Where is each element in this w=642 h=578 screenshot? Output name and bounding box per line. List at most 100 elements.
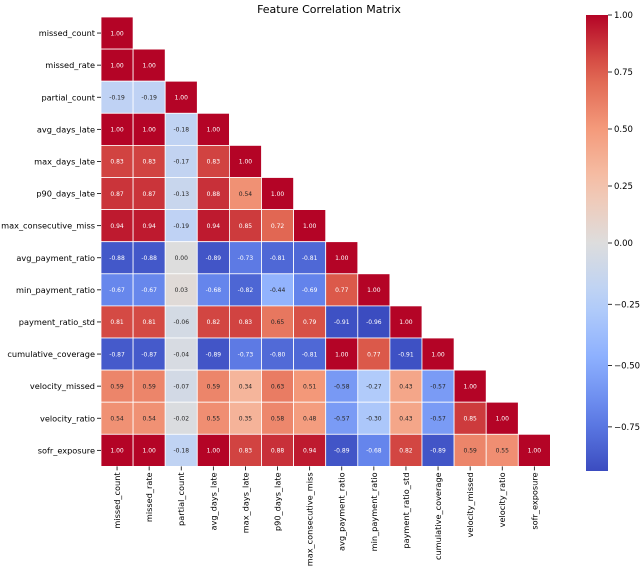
x-tick-label: max_consecutive_miss [305,472,315,566]
heatmap-cell [132,209,166,243]
x-tick-label: avg_payment_ratio [337,472,347,551]
cell-value-label: 1.00 [431,351,445,358]
cell-value-label: 0.58 [271,415,285,422]
heatmap-cell [100,273,134,307]
colorbar-tick-label: 0.50 [614,125,633,135]
cell-value-label: 1.00 [303,223,317,230]
heatmap-cell [421,369,455,403]
heatmap-cell [261,305,294,339]
cell-value-label: 1.00 [496,415,510,422]
cell-value-label: 0.83 [239,448,253,455]
y-tick-label: avg_payment_ratio [16,253,95,263]
cell-value-label: -0.58 [334,383,350,390]
cell-value-label: -0.82 [238,287,254,294]
cell-value-label: -0.02 [173,415,189,422]
cell-value-label: 0.82 [399,448,413,455]
heatmap-cell [132,112,166,146]
y-tick-labels: missed_count missed_rate partial_count avg_… [1,28,101,455]
cell-value-label: 0.81 [142,319,156,326]
colorbar-tick-label: 0.25 [614,182,633,192]
cell-value-label: -0.87 [141,351,157,358]
y-tick-label: max_consecutive_miss [1,221,95,231]
heatmap-cell [293,401,327,435]
cell-value-label: -0.69 [302,287,318,294]
heatmap-cell [357,369,391,403]
cell-value-label: 0.83 [142,159,156,166]
heatmap-cell [261,177,294,210]
heatmap-cell [453,369,487,403]
cell-value-label: -0.89 [206,255,222,262]
heatmap-cell [164,305,198,339]
cell-value-label: 0.88 [271,448,285,455]
heatmap-cell [164,369,198,403]
cell-value-label: -0.13 [173,191,189,198]
cell-value-label: 0.85 [463,415,477,422]
cell-value-label: -0.30 [366,415,382,422]
cell-value-label: -0.73 [238,351,254,358]
cell-value-label: 1.00 [239,159,253,166]
y-tick-label: missed_rate [45,60,95,70]
cell-value-label: -0.67 [141,287,157,294]
cell-value-label: -0.18 [173,127,189,134]
x-tick-label: payment_ratio_std [401,472,411,548]
heatmap-cell [325,305,359,339]
heatmap-cell [196,401,230,435]
cell-value-label: 1.00 [335,351,349,358]
cell-value-label: 0.59 [142,383,156,390]
cell-value-label: 1.00 [207,127,221,134]
x-tick-label: min_payment_ratio [369,472,379,551]
y-tick-label: p90_days_late [36,189,95,199]
heatmap-cell [453,433,487,467]
cell-value-label: 0.79 [303,319,317,326]
x-tick-label: max_days_late [240,472,250,533]
heatmap-cell [100,209,134,243]
cell-value-label: 1.00 [142,448,156,455]
cell-value-label: 0.77 [335,287,349,294]
heatmap-cell [228,401,262,435]
cell-value-label: 0.87 [110,191,124,198]
cell-value-label: -0.17 [173,159,189,166]
cell-value-label: 0.87 [142,191,156,198]
heatmap-cell [325,241,359,275]
heatmap-cell [228,177,262,210]
cell-value-label: 0.94 [142,223,156,230]
cell-value-label: -0.88 [109,255,125,262]
cell-value-label: -0.68 [366,448,382,455]
cell-value-label: 0.83 [239,319,253,326]
heatmap-cell [421,401,455,435]
heatmap-cells: 1.00 1.00 1.00 -0.19 -0.19 1.00 1.00 1.00 -0.18 1… [100,16,551,467]
heatmap-cell [357,433,391,467]
x-tick-label: cumulative_coverage [433,472,443,560]
cell-value-label: 0.03 [175,287,189,294]
x-tick-label: p90_days_late [273,472,283,531]
cell-value-label: 0.81 [110,319,124,326]
y-tick-label: max_days_late [34,156,95,166]
cell-value-label: 0.54 [239,191,253,198]
cell-value-label: 0.82 [207,319,221,326]
cell-value-label: -0.89 [430,448,446,455]
cell-value-label: -0.89 [206,351,222,358]
cell-value-label: 0.55 [207,415,221,422]
cell-value-label: 0.77 [367,351,381,358]
cell-value-label: 1.00 [463,383,477,390]
colorbar: 1.00 0.75 0.50 0.25 0.00 −0.25 −0.50 −0.75 [586,11,640,471]
heatmap-cell [485,433,519,467]
heatmap-cell [228,433,262,467]
heatmap-cell [196,177,230,210]
cell-value-label: 0.35 [239,415,253,422]
cell-value-label: -0.91 [398,351,414,358]
cell-value-label: -0.80 [270,351,286,358]
heatmap-cell [100,305,134,339]
x-tick-label: velocity_missed [465,472,475,537]
colorbar-gradient [586,15,608,471]
cell-value-label: -0.81 [270,255,286,262]
x-tick-label: avg_days_late [208,472,218,530]
cell-value-label: 0.00 [175,255,189,262]
heatmap-cell [100,401,134,435]
x-tick-label: velocity_ratio [497,472,507,527]
x-tick-label: missed_rate [144,472,154,522]
cell-value-label: 0.83 [207,159,221,166]
y-tick-label: partial_count [41,92,95,102]
cell-value-label: 1.00 [207,448,221,455]
heatmap-cell [100,241,134,275]
